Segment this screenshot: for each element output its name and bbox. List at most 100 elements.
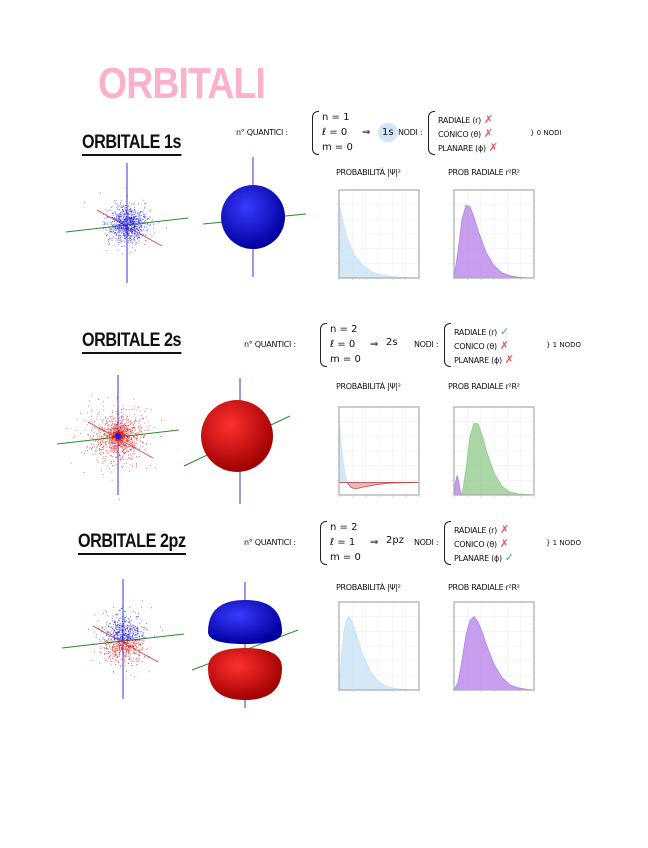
node-label: CONICO (θ) — [438, 130, 481, 139]
brace-icon — [444, 323, 451, 367]
node-label: PLANARE (ϕ) — [438, 144, 486, 153]
plot-frame — [338, 406, 420, 496]
quantum-label: n° QUANTICI : — [236, 128, 288, 137]
probability-points — [88, 600, 163, 679]
plot-title-radial: PROB RADIALE r²R² — [448, 583, 520, 592]
l-value: ℓ = 0 — [330, 339, 356, 350]
series-psi2-negative-area — [339, 482, 420, 490]
node-label: PLANARE (ϕ) — [454, 356, 502, 365]
plot-frame — [453, 406, 535, 496]
series-r2R2-area — [453, 616, 535, 691]
plot-title-probability: PROBABILITÀ |Ψ|² — [336, 583, 401, 592]
plot-frame — [338, 189, 420, 279]
probability-points — [65, 394, 173, 501]
node-item: PLANARE (ϕ) ✗ — [438, 140, 498, 154]
node-item: CONICO (θ) ✗ — [438, 126, 498, 140]
chart-1-1 — [452, 406, 535, 497]
orbital-result: 2s — [386, 337, 398, 348]
node-item: PLANARE (ϕ) ✓ — [454, 550, 514, 564]
node-label: PLANARE (ϕ) — [454, 554, 502, 563]
plot-frame — [453, 601, 535, 691]
n-value: n = 2 — [330, 324, 358, 335]
plot-title-probability: PROBABILITÀ |Ψ|² — [336, 382, 401, 391]
orbital-surface-plot — [202, 157, 307, 277]
node-label: RADIALE (r) — [454, 526, 497, 535]
nodes-list: RADIALE (r) ✓ CONICO (θ) ✗ PLANARE (ϕ) ✗ — [454, 324, 514, 366]
brace-icon — [312, 111, 319, 155]
section-heading: ORBITALE 2s — [82, 331, 182, 354]
cross-icon: ✗ — [500, 523, 509, 536]
node-label: CONICO (θ) — [454, 540, 497, 549]
check-icon: ✓ — [500, 325, 509, 338]
page-title: ORBITALI — [98, 59, 266, 108]
quantum-label: n° QUANTICI : — [244, 538, 296, 547]
nodes-list: RADIALE (r) ✗ CONICO (θ) ✗ PLANARE (ϕ) ✓ — [454, 522, 514, 564]
section-heading: ORBITALE 1s — [82, 133, 182, 156]
chart-0-0 — [337, 189, 420, 280]
lobe-positive — [208, 600, 282, 644]
node-label: RADIALE (r) — [454, 328, 497, 337]
brace-icon — [444, 521, 451, 565]
section-heading: ORBITALE 2pz — [78, 532, 186, 555]
sphere-2s — [201, 400, 273, 472]
quantum-values: n = 2 ℓ = 1 m = 0 — [330, 520, 366, 565]
brace-icon — [428, 111, 435, 155]
cross-icon: ✗ — [499, 537, 509, 550]
plot-title-probability: PROBABILITÀ |Ψ|² — [336, 168, 401, 177]
quantum-values: n = 1 ℓ = 0 m = 0 — [322, 110, 358, 155]
electron-cloud-plot — [56, 375, 180, 501]
l-value: ℓ = 0 — [322, 127, 348, 138]
node-item: RADIALE (r) ✗ — [454, 522, 514, 536]
chart-2-1 — [452, 601, 535, 692]
chart-1-0 — [337, 406, 420, 497]
nodes-summary: } 1 NODO — [546, 341, 582, 349]
cross-icon: ✗ — [488, 141, 498, 154]
brace-icon — [320, 521, 327, 565]
probability-points — [84, 187, 167, 255]
nodes-label: NODI : — [414, 538, 439, 547]
series-psi2-area — [338, 615, 420, 691]
arrow-icon: ⇒ — [370, 537, 379, 548]
orbital-surface-plot — [191, 582, 299, 708]
nodes-summary: } 1 NODO — [546, 539, 582, 547]
plot-frame — [453, 189, 535, 279]
node-item: PLANARE (ϕ) ✗ — [454, 352, 514, 366]
plot-frame — [338, 601, 420, 691]
orbital-surface-plot — [183, 378, 291, 504]
m-value: m = 0 — [330, 354, 361, 365]
cross-icon: ✗ — [504, 353, 514, 366]
m-value: m = 0 — [322, 142, 353, 153]
electron-cloud-plot — [61, 579, 185, 699]
nodes-label: NODI : — [398, 128, 423, 137]
lobe-negative — [208, 648, 282, 700]
nodes-summary: } 0 NODI — [530, 129, 562, 137]
cross-icon: ✗ — [483, 127, 493, 140]
chart-2-0 — [337, 601, 420, 692]
node-item: RADIALE (r) ✓ — [454, 324, 514, 338]
brace-icon — [320, 323, 327, 367]
electron-cloud-plot — [65, 163, 189, 283]
orbital-result: 1s — [378, 123, 398, 142]
node-item: CONICO (θ) ✗ — [454, 536, 514, 550]
check-icon: ✓ — [504, 551, 514, 564]
series-inner-area — [453, 475, 463, 496]
node-item: RADIALE (r) ✗ — [438, 112, 498, 126]
x-axis — [96, 209, 163, 247]
node-label: RADIALE (r) — [438, 116, 481, 125]
node-label: CONICO (θ) — [454, 342, 497, 351]
quantum-label: n° QUANTICI : — [244, 340, 296, 349]
orbital-result: 2pz — [386, 535, 404, 546]
arrow-icon: ⇒ — [370, 339, 379, 350]
plot-title-radial: PROB RADIALE r²R² — [448, 168, 520, 177]
n-value: n = 1 — [322, 112, 350, 123]
chart-0-1 — [452, 189, 535, 280]
nodes-list: RADIALE (r) ✗ CONICO (θ) ✗ PLANARE (ϕ) ✗ — [438, 112, 498, 154]
cross-icon: ✗ — [499, 339, 509, 352]
m-value: m = 0 — [330, 552, 361, 563]
nodes-label: NODI : — [414, 340, 439, 349]
arrow-icon: ⇒ — [362, 127, 371, 138]
node-item: CONICO (θ) ✗ — [454, 338, 514, 352]
plot-title-radial: PROB RADIALE r²R² — [448, 382, 520, 391]
series-outer-area — [461, 422, 535, 496]
n-value: n = 2 — [330, 522, 358, 533]
